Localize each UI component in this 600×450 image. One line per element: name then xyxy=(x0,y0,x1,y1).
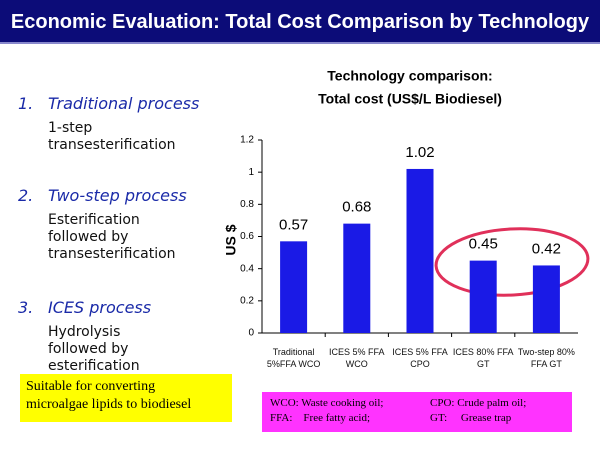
y-tick-label: 0.2 xyxy=(240,295,254,306)
value-label: 0.57 xyxy=(279,216,308,233)
x-tick-label: Traditional 5%FFA WCO xyxy=(266,347,321,369)
abbreviation: GT: Grease trap xyxy=(430,412,512,424)
bar xyxy=(280,241,308,333)
x-tick-label: ICES 80% FFA GT xyxy=(452,347,514,369)
list-title: Two-step process xyxy=(48,186,187,205)
y-tick-label: 1 xyxy=(248,167,254,178)
bar xyxy=(343,223,371,333)
y-tick-label: 0.6 xyxy=(240,231,254,242)
value-label: 0.45 xyxy=(469,236,498,253)
chart-subtitle: Total cost (US$/L Biodiesel) xyxy=(318,91,502,107)
y-tick-label: 0.4 xyxy=(240,263,254,274)
abbreviation: CPO: Crude palm oil; xyxy=(430,397,527,409)
y-tick-label: 0.8 xyxy=(240,199,254,210)
bar xyxy=(532,265,560,333)
bar xyxy=(469,260,497,333)
header-title: Economic Evaluation: Total Cost Comparis… xyxy=(0,0,600,44)
x-tick-label: ICES 5% FFA WCO xyxy=(329,347,385,369)
y-tick-label: 0 xyxy=(248,328,254,339)
value-label: 1.02 xyxy=(405,144,434,161)
abbreviation: FFA: Free fatty acid; xyxy=(270,412,370,424)
chart-title: Technology comparison: xyxy=(327,68,492,84)
list-title: Traditional process xyxy=(48,94,200,113)
x-tick-label: ICES 5% FFA CPO xyxy=(392,347,448,369)
bar xyxy=(406,168,434,333)
list-number: 1. xyxy=(18,94,34,113)
highlight-ellipse xyxy=(434,227,590,297)
value-label: 0.42 xyxy=(532,240,561,257)
value-label: 0.68 xyxy=(342,199,371,216)
y-axis-label: US $ xyxy=(223,224,239,255)
abbreviation: WCO: Waste cooking oil; xyxy=(270,397,384,409)
note-box: Suitable for converting microalgae lipid… xyxy=(20,374,232,422)
list-number: 3. xyxy=(18,298,34,317)
x-tick-label: Two-step 80% FFA GT xyxy=(517,347,575,369)
y-tick-label: 1.2 xyxy=(240,135,254,146)
list-detail: Hydrolysis followed by esterification xyxy=(48,324,140,374)
list-detail: 1-step transesterification xyxy=(48,120,176,153)
list-title: ICES process xyxy=(48,298,152,317)
abbreviation-box: WCO: Waste cooking oil; CPO: Crude palm … xyxy=(262,392,572,432)
list-detail: Esterification followed by transesterifi… xyxy=(48,212,176,262)
list-number: 2. xyxy=(18,186,34,205)
